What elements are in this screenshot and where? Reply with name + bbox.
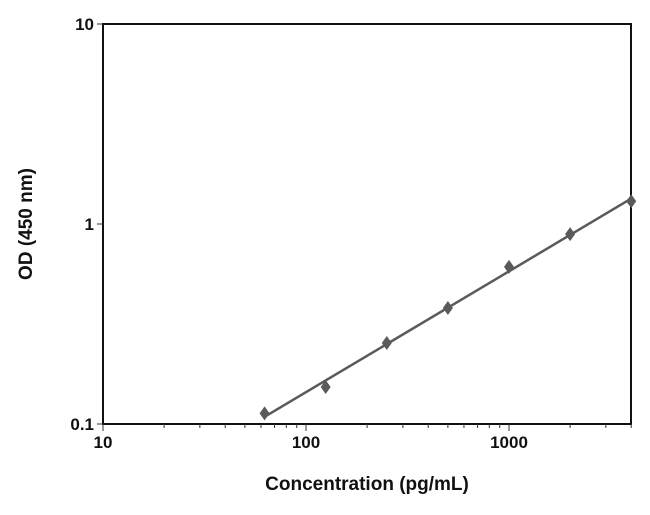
axis-ticks	[97, 23, 632, 431]
data-point	[626, 194, 637, 209]
data-point	[504, 259, 514, 274]
x-tick-label: 10	[94, 433, 113, 452]
y-tick-label: 10	[75, 15, 94, 34]
data-point	[259, 406, 270, 421]
data-marks	[259, 194, 637, 421]
x-axis-title: Concentration (pg/mL)	[265, 474, 469, 495]
y-tick-label: 1	[85, 215, 94, 234]
data-point	[381, 336, 392, 351]
y-tick-label: 0.1	[70, 415, 94, 434]
data-point	[320, 380, 331, 395]
x-tick-label: 100	[292, 433, 320, 452]
tick-labels: 10 100 1000 0.1 1 10	[70, 15, 528, 452]
x-tick-label: 1000	[490, 433, 528, 452]
data-point	[442, 301, 453, 316]
plot-frame	[102, 23, 632, 425]
y-axis-title: OD (450 nm)	[16, 168, 37, 280]
data-point	[565, 227, 576, 242]
